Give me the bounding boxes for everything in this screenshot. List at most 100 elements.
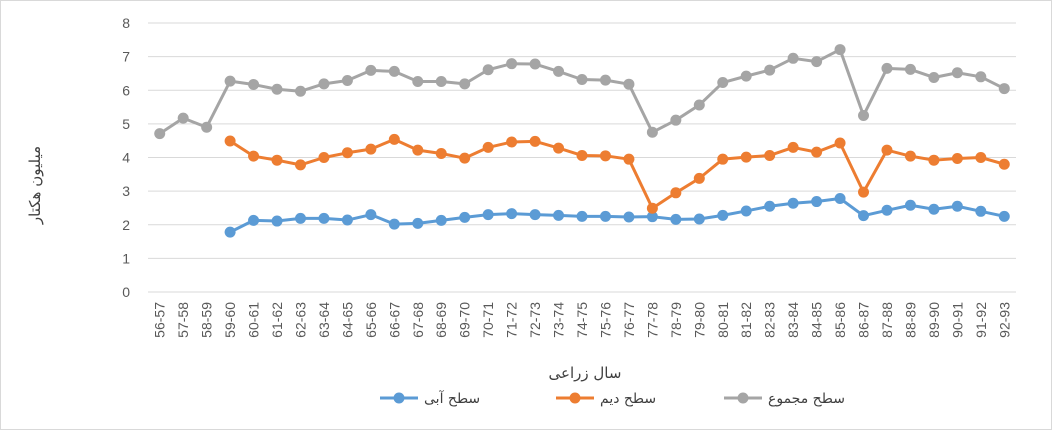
gridlines xyxy=(148,22,1016,293)
x-tick-label: 85-86 xyxy=(832,302,848,338)
x-tick-label: 88-89 xyxy=(902,302,918,338)
data-point xyxy=(318,212,330,224)
data-point xyxy=(998,210,1010,222)
data-point xyxy=(224,75,236,87)
x-tick-label: 64-65 xyxy=(339,302,355,338)
data-point xyxy=(388,133,400,145)
legend-label: سطح مجموع xyxy=(768,391,845,407)
series-2 xyxy=(154,44,1010,140)
x-tick-label: 76-77 xyxy=(621,302,637,338)
data-point xyxy=(271,215,283,227)
data-point xyxy=(928,203,940,215)
data-point xyxy=(881,62,893,74)
x-tick-label: 68-69 xyxy=(433,302,449,338)
data-point xyxy=(928,154,940,166)
data-point xyxy=(553,209,565,221)
y-tick-label: 3 xyxy=(122,183,130,199)
data-point xyxy=(365,143,377,155)
legend-item: سطح آبی xyxy=(380,390,480,407)
data-point xyxy=(928,71,940,83)
data-point xyxy=(482,64,494,76)
x-tick-label: 65-66 xyxy=(363,302,379,338)
legend-label: سطح آبی xyxy=(424,390,480,407)
legend-marker xyxy=(393,392,405,404)
x-tick-label: 74-75 xyxy=(574,302,590,338)
data-point xyxy=(904,63,916,75)
data-point xyxy=(623,78,635,90)
data-point xyxy=(294,85,306,97)
x-tick-label: 90-91 xyxy=(949,302,965,338)
x-tick-label: 62-63 xyxy=(292,302,308,338)
data-point xyxy=(553,142,565,154)
x-tick-label: 79-80 xyxy=(691,302,707,338)
data-point xyxy=(787,197,799,209)
data-point xyxy=(294,159,306,171)
data-point xyxy=(717,153,729,165)
x-tick-label: 84-85 xyxy=(809,302,825,338)
data-point xyxy=(482,141,494,153)
data-point xyxy=(717,209,729,221)
x-tick-label: 57-58 xyxy=(175,302,191,338)
data-point xyxy=(811,196,823,208)
data-point xyxy=(154,128,166,140)
legend-marker xyxy=(569,392,581,404)
data-point xyxy=(224,135,236,147)
data-point xyxy=(670,114,682,126)
data-point xyxy=(717,77,729,89)
data-point xyxy=(998,158,1010,170)
data-point xyxy=(294,212,306,224)
x-axis-ticks: 56-57 57-58 58-59 59-60 60-61 61-62 62-63 63-64… xyxy=(152,302,1013,338)
y-tick-label: 6 xyxy=(122,82,130,98)
legend-item: سطح مجموع xyxy=(724,391,845,407)
data-point xyxy=(435,147,447,159)
data-point xyxy=(341,74,353,86)
x-tick-label: 58-59 xyxy=(199,302,215,338)
data-point xyxy=(506,136,518,148)
data-point xyxy=(975,71,987,83)
data-point xyxy=(506,208,518,220)
data-point xyxy=(271,83,283,95)
x-tick-label: 69-70 xyxy=(457,302,473,338)
data-point xyxy=(951,67,963,79)
data-point xyxy=(623,153,635,165)
data-point xyxy=(975,152,987,163)
data-point xyxy=(435,76,447,88)
x-tick-label: 87-88 xyxy=(879,302,895,338)
data-point xyxy=(318,152,330,163)
data-point xyxy=(740,70,752,82)
data-point xyxy=(529,58,541,70)
y-tick-label: 4 xyxy=(122,150,130,166)
data-point xyxy=(646,126,658,138)
x-tick-label: 63-64 xyxy=(316,302,332,338)
data-point xyxy=(951,200,963,212)
data-point xyxy=(599,150,611,162)
x-tick-label: 81-82 xyxy=(738,302,754,338)
data-point xyxy=(693,213,705,225)
data-point xyxy=(764,200,776,212)
series-lines xyxy=(154,44,1010,238)
data-point xyxy=(975,205,987,217)
data-point xyxy=(740,151,752,163)
x-axis-title: سال زراعی xyxy=(549,364,622,382)
x-tick-label: 91-92 xyxy=(973,302,989,338)
x-tick-label: 75-76 xyxy=(597,302,613,338)
x-tick-label: 66-67 xyxy=(386,302,402,338)
data-point xyxy=(318,78,330,90)
data-point xyxy=(177,112,189,124)
data-point xyxy=(858,109,870,121)
x-tick-label: 89-90 xyxy=(926,302,942,338)
data-point xyxy=(412,76,424,88)
data-point xyxy=(951,153,963,165)
x-tick-label: 86-87 xyxy=(856,302,872,338)
series-line xyxy=(229,137,1005,210)
legend-marker xyxy=(737,392,749,404)
data-point xyxy=(693,172,705,184)
data-point xyxy=(764,149,776,161)
data-point xyxy=(341,147,353,159)
x-tick-label: 80-81 xyxy=(715,302,731,338)
x-tick-label: 78-79 xyxy=(668,302,684,338)
data-point xyxy=(529,209,541,221)
data-point xyxy=(459,78,471,90)
x-tick-label: 83-84 xyxy=(785,302,801,338)
